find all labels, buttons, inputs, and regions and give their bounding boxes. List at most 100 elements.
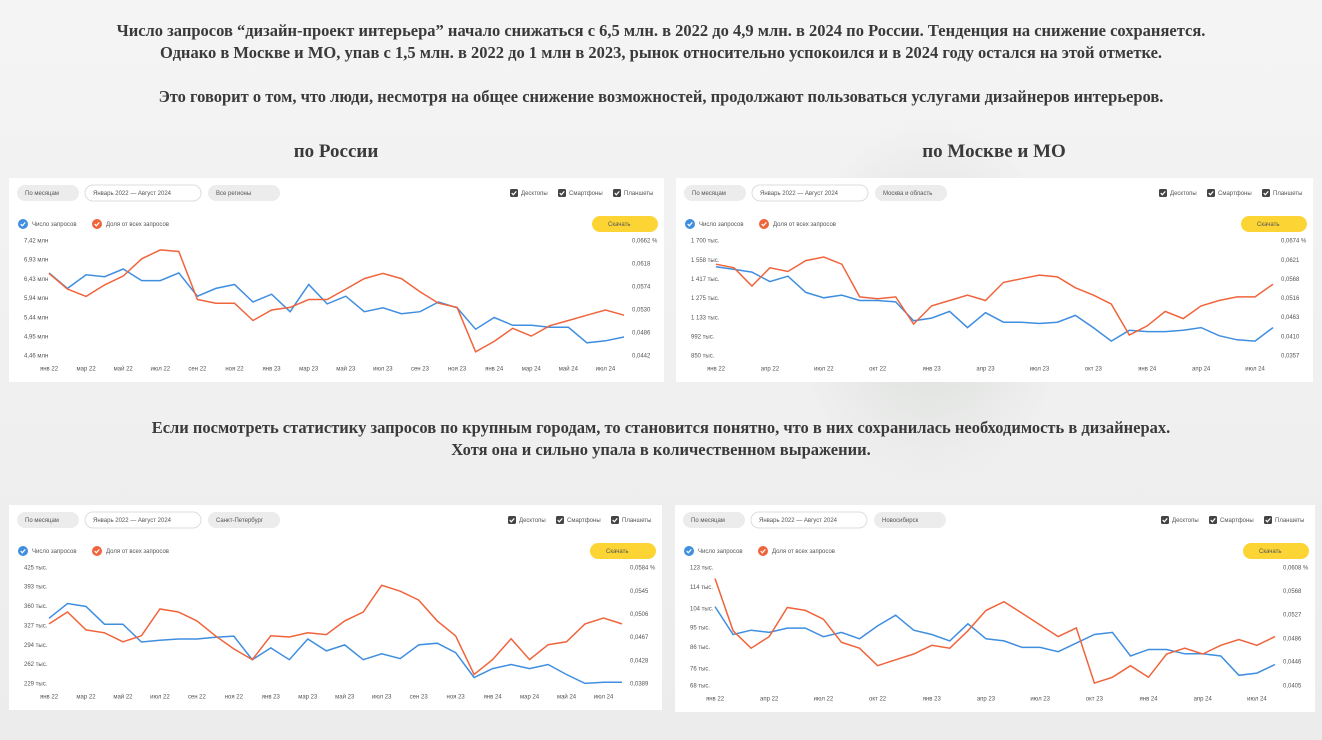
download-button[interactable] [590, 543, 656, 559]
series-line [714, 578, 1276, 685]
y2-tick-label: 0,0405 [1283, 684, 1302, 690]
x-tick-label: ноя 23 [447, 695, 466, 701]
check [612, 518, 618, 523]
x-tick-label: мар 22 [76, 695, 96, 701]
x-tick-label: июл 22 [814, 697, 834, 703]
y2-tick-label: 0,0568 [1281, 277, 1300, 283]
y-tick-label: 425 тыс. [24, 566, 48, 572]
period-select[interactable] [683, 512, 745, 528]
check [1263, 191, 1269, 196]
y-tick-label: 4,46 млн [24, 354, 48, 360]
download-button[interactable] [1241, 216, 1307, 232]
x-tick-label: май 23 [335, 694, 355, 701]
x-tick-label: мар 24 [522, 367, 542, 373]
x-tick-label: июл 22 [151, 367, 171, 373]
x-tick-label: окт 22 [869, 367, 887, 373]
y2-tick-label: 0,0621 [1281, 258, 1300, 264]
date-range-label: Январь 2022 — Август 2024 [759, 518, 838, 524]
region-select[interactable] [875, 185, 947, 201]
x-tick-label: май 22 [114, 366, 134, 373]
series-line [48, 602, 622, 685]
check [761, 222, 767, 227]
x-tick-label: мар 23 [299, 367, 319, 373]
checkbox [611, 516, 619, 524]
y2-tick-label: 0,0467 [630, 635, 649, 641]
download-button[interactable] [592, 216, 658, 232]
period-select[interactable] [684, 185, 746, 201]
period-select[interactable] [17, 512, 79, 528]
checkbox [1209, 516, 1217, 524]
y-tick-label: 5,94 млн [24, 296, 48, 302]
x-tick-label: янв 23 [923, 367, 942, 373]
legend-icon [92, 546, 102, 556]
y-tick-label: 327 тыс. [24, 624, 48, 630]
x-tick-label: июл 24 [1247, 697, 1267, 703]
x-tick-label: янв 24 [1138, 367, 1157, 373]
y-tick-label: 68 тыс. [690, 684, 710, 690]
date-range[interactable] [750, 511, 868, 529]
y-tick-label: 104 тыс. [690, 606, 714, 612]
check [1210, 518, 1216, 523]
region-select-label: Санкт-Петербург [216, 518, 264, 524]
intro-line: Это говорит о том, что люди, несмотря на… [158, 87, 1164, 106]
x-tick-label: апр 24 [1194, 697, 1213, 703]
x-tick-label: янв 24 [484, 695, 503, 701]
legend-icon [759, 219, 769, 229]
checkbox [556, 516, 564, 524]
x-tick-label: сен 22 [188, 695, 207, 701]
y-tick-label: 1 700 тыс. [691, 239, 720, 245]
period-select[interactable] [17, 185, 79, 201]
legend-icon [685, 219, 695, 229]
x-tick-label: янв 24 [485, 367, 504, 373]
y-tick-label: 123 тыс. [690, 566, 714, 572]
date-range[interactable] [751, 184, 869, 202]
series-line [48, 584, 623, 676]
y-tick-label: 393 тыс. [24, 585, 48, 591]
x-tick-label: сен 23 [410, 695, 429, 701]
check [509, 518, 515, 523]
legend-label: Доля от всех запросов [773, 222, 836, 228]
y-tick-label: 6,43 млн [24, 277, 48, 283]
x-tick-label: июл 24 [596, 367, 616, 373]
y2-tick-label: 0,0608 % [1283, 566, 1309, 572]
download-label: Скачать [608, 222, 631, 228]
device-label: Смартфоны [567, 518, 601, 524]
device-label: Смартфоны [1218, 191, 1252, 197]
region-select[interactable] [208, 185, 280, 201]
x-tick-label: июл 23 [1030, 697, 1050, 703]
x-tick-label: апр 24 [1192, 367, 1211, 373]
y2-tick-label: 0,0584 % [630, 566, 656, 572]
date-range[interactable] [84, 184, 202, 202]
check [94, 222, 100, 227]
x-tick-label: май 22 [113, 694, 133, 701]
y-tick-label: 294 тыс. [24, 643, 48, 649]
series-line [48, 249, 625, 353]
region-select[interactable] [208, 512, 280, 528]
y-tick-label: 262 тыс. [24, 662, 48, 668]
device-label: Десктопы [519, 518, 546, 524]
x-tick-label: июл 23 [1030, 367, 1050, 373]
y2-tick-label: 0,0568 [1283, 589, 1302, 595]
period-select-label: По месяцам [25, 518, 59, 524]
checkbox [613, 189, 621, 197]
y2-tick-label: 0,0662 % [632, 239, 658, 245]
check [20, 222, 26, 227]
x-tick-label: янв 22 [706, 697, 725, 703]
region-select[interactable] [874, 512, 946, 528]
check [1160, 191, 1166, 196]
x-tick-label: сен 23 [411, 367, 430, 373]
legend-label: Доля от всех запросов [106, 549, 169, 555]
y2-tick-label: 0,0545 [630, 589, 649, 595]
series-line [714, 606, 1276, 677]
check [614, 191, 620, 196]
device-label: Десктопы [1172, 518, 1199, 524]
checkbox [510, 189, 518, 197]
date-range-label: Январь 2022 — Август 2024 [93, 191, 172, 197]
x-tick-label: янв 23 [923, 697, 942, 703]
date-range[interactable] [84, 511, 202, 529]
wordstat-chart: По месяцам Январь 2022 — Август 2024 Санкт… [9, 505, 662, 710]
download-button[interactable] [1243, 543, 1309, 559]
series-line [715, 265, 1274, 343]
device-label: Десктопы [521, 191, 548, 197]
